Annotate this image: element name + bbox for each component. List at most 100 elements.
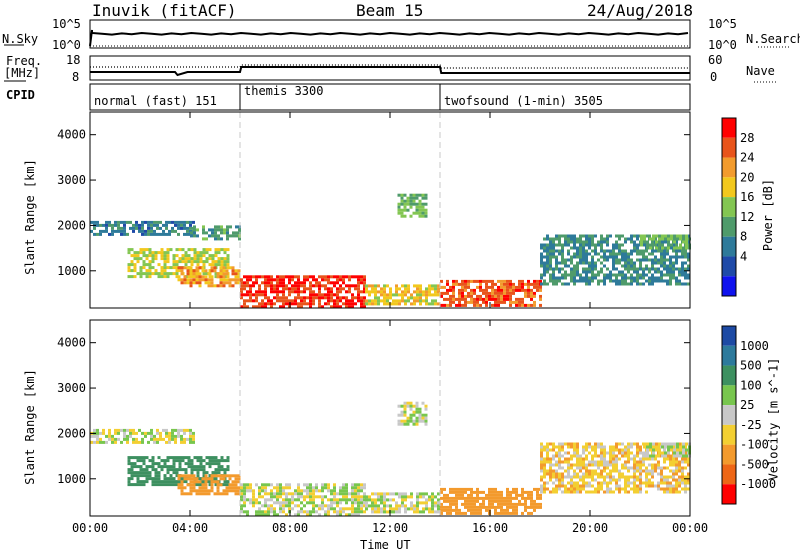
heatmap-cell [201, 278, 205, 282]
heatmap-cell [443, 285, 446, 289]
heatmap-cell [354, 513, 357, 517]
heatmap-cell [181, 468, 185, 472]
heatmap-cell [312, 290, 315, 294]
heatmap-cell [120, 440, 123, 444]
heatmap-cell [546, 448, 549, 452]
heatmap-cell [494, 511, 497, 515]
heatmap-cell [190, 468, 194, 472]
heatmap-cell [258, 507, 261, 511]
heatmap-cell [201, 266, 205, 270]
heatmap-cell [186, 477, 190, 481]
heatmap-cell [455, 502, 458, 506]
heatmap-cell [416, 293, 419, 297]
heatmap-cell [410, 302, 413, 306]
heatmap-cell [210, 266, 214, 270]
heatmap-cell [503, 291, 506, 295]
heatmap-cell [183, 226, 186, 230]
heatmap-cell [126, 440, 129, 444]
heatmap-cell [597, 466, 600, 470]
heatmap-cell [208, 459, 212, 463]
heatmap-cell [190, 257, 194, 261]
heatmap-cell [192, 440, 195, 444]
heatmap-cell [386, 510, 389, 514]
heatmap-cell [585, 463, 588, 467]
heatmap-cell [687, 234, 690, 238]
heatmap-cell [558, 463, 561, 467]
heatmap-cell [105, 440, 108, 444]
heatmap-cell [315, 293, 318, 297]
heatmap-cell [386, 504, 389, 508]
heatmap-cell [181, 257, 185, 261]
heatmap-cell [151, 266, 155, 270]
heatmap-cell [336, 278, 339, 282]
heatmap-cell [180, 266, 184, 270]
heatmap-cell [458, 303, 461, 307]
heatmap-cell [407, 296, 410, 300]
heatmap-cell [437, 492, 440, 496]
heatmap-cell [397, 202, 401, 206]
heatmap-cell [660, 249, 663, 253]
heatmap-cell [546, 234, 549, 238]
heatmap-cell [482, 300, 485, 304]
date-title: 24/Aug/2018 [587, 1, 693, 20]
heatmap-cell [371, 299, 374, 303]
heatmap-cell [627, 457, 630, 461]
heatmap-cell [166, 480, 170, 484]
heatmap-cell [555, 490, 558, 494]
heatmap-cell [138, 229, 141, 233]
heatmap-cell [506, 496, 509, 500]
heatmap-cell [479, 505, 482, 509]
heatmap-cell [660, 487, 663, 491]
heatmap-cell [446, 291, 449, 295]
heatmap-cell [564, 490, 567, 494]
heatmap-cell [199, 462, 203, 466]
heatmap-cell [210, 284, 214, 288]
heatmap-cell [282, 275, 285, 279]
colorbar-tick-label: 20 [740, 170, 754, 184]
heatmap-cell [585, 276, 588, 280]
heatmap-cell [273, 486, 276, 490]
heatmap-cell [321, 504, 324, 508]
heatmap-cell [348, 290, 351, 294]
heatmap-cell [324, 275, 327, 279]
heatmap-cell [339, 296, 342, 300]
heatmap-cell [195, 480, 199, 484]
heatmap-cell [540, 460, 543, 464]
heatmap-cell [202, 260, 206, 264]
heatmap-cell [303, 495, 306, 499]
heatmap-cell [549, 448, 552, 452]
heatmap-cell [630, 237, 633, 241]
heatmap-cell [500, 291, 503, 295]
heatmap-cell [258, 293, 261, 297]
heatmap-cell [318, 275, 321, 279]
heatmap-cell [458, 297, 461, 301]
heatmap-cell [190, 465, 194, 469]
colorbar-swatch [722, 464, 736, 485]
heatmap-cell [594, 451, 597, 455]
heatmap-cell [282, 305, 285, 309]
heatmap-cell [530, 490, 533, 494]
heatmap-cell [309, 281, 312, 285]
heatmap-cell [294, 489, 297, 493]
heatmap-cell [558, 237, 561, 241]
heatmap-cell [675, 469, 678, 473]
heatmap-cell [591, 255, 594, 259]
heatmap-cell [211, 257, 215, 261]
heatmap-cell [339, 489, 342, 493]
heatmap-cell [612, 451, 615, 455]
heatmap-cell [675, 490, 678, 494]
heatmap-cell [591, 261, 594, 265]
heatmap-cell [204, 480, 208, 484]
heatmap-cell [670, 237, 673, 241]
heatmap-cell [214, 468, 218, 472]
heatmap-cell [633, 469, 636, 473]
heatmap-cell [585, 454, 588, 458]
heatmap-cell [603, 252, 606, 256]
heatmap-cell [639, 481, 642, 485]
heatmap-cell [570, 481, 573, 485]
heatmap-cell [473, 499, 476, 503]
heatmap-cell [609, 460, 612, 464]
heatmap-cell [404, 507, 407, 511]
heatmap-cell [127, 468, 131, 472]
heatmap-cell [663, 279, 666, 283]
